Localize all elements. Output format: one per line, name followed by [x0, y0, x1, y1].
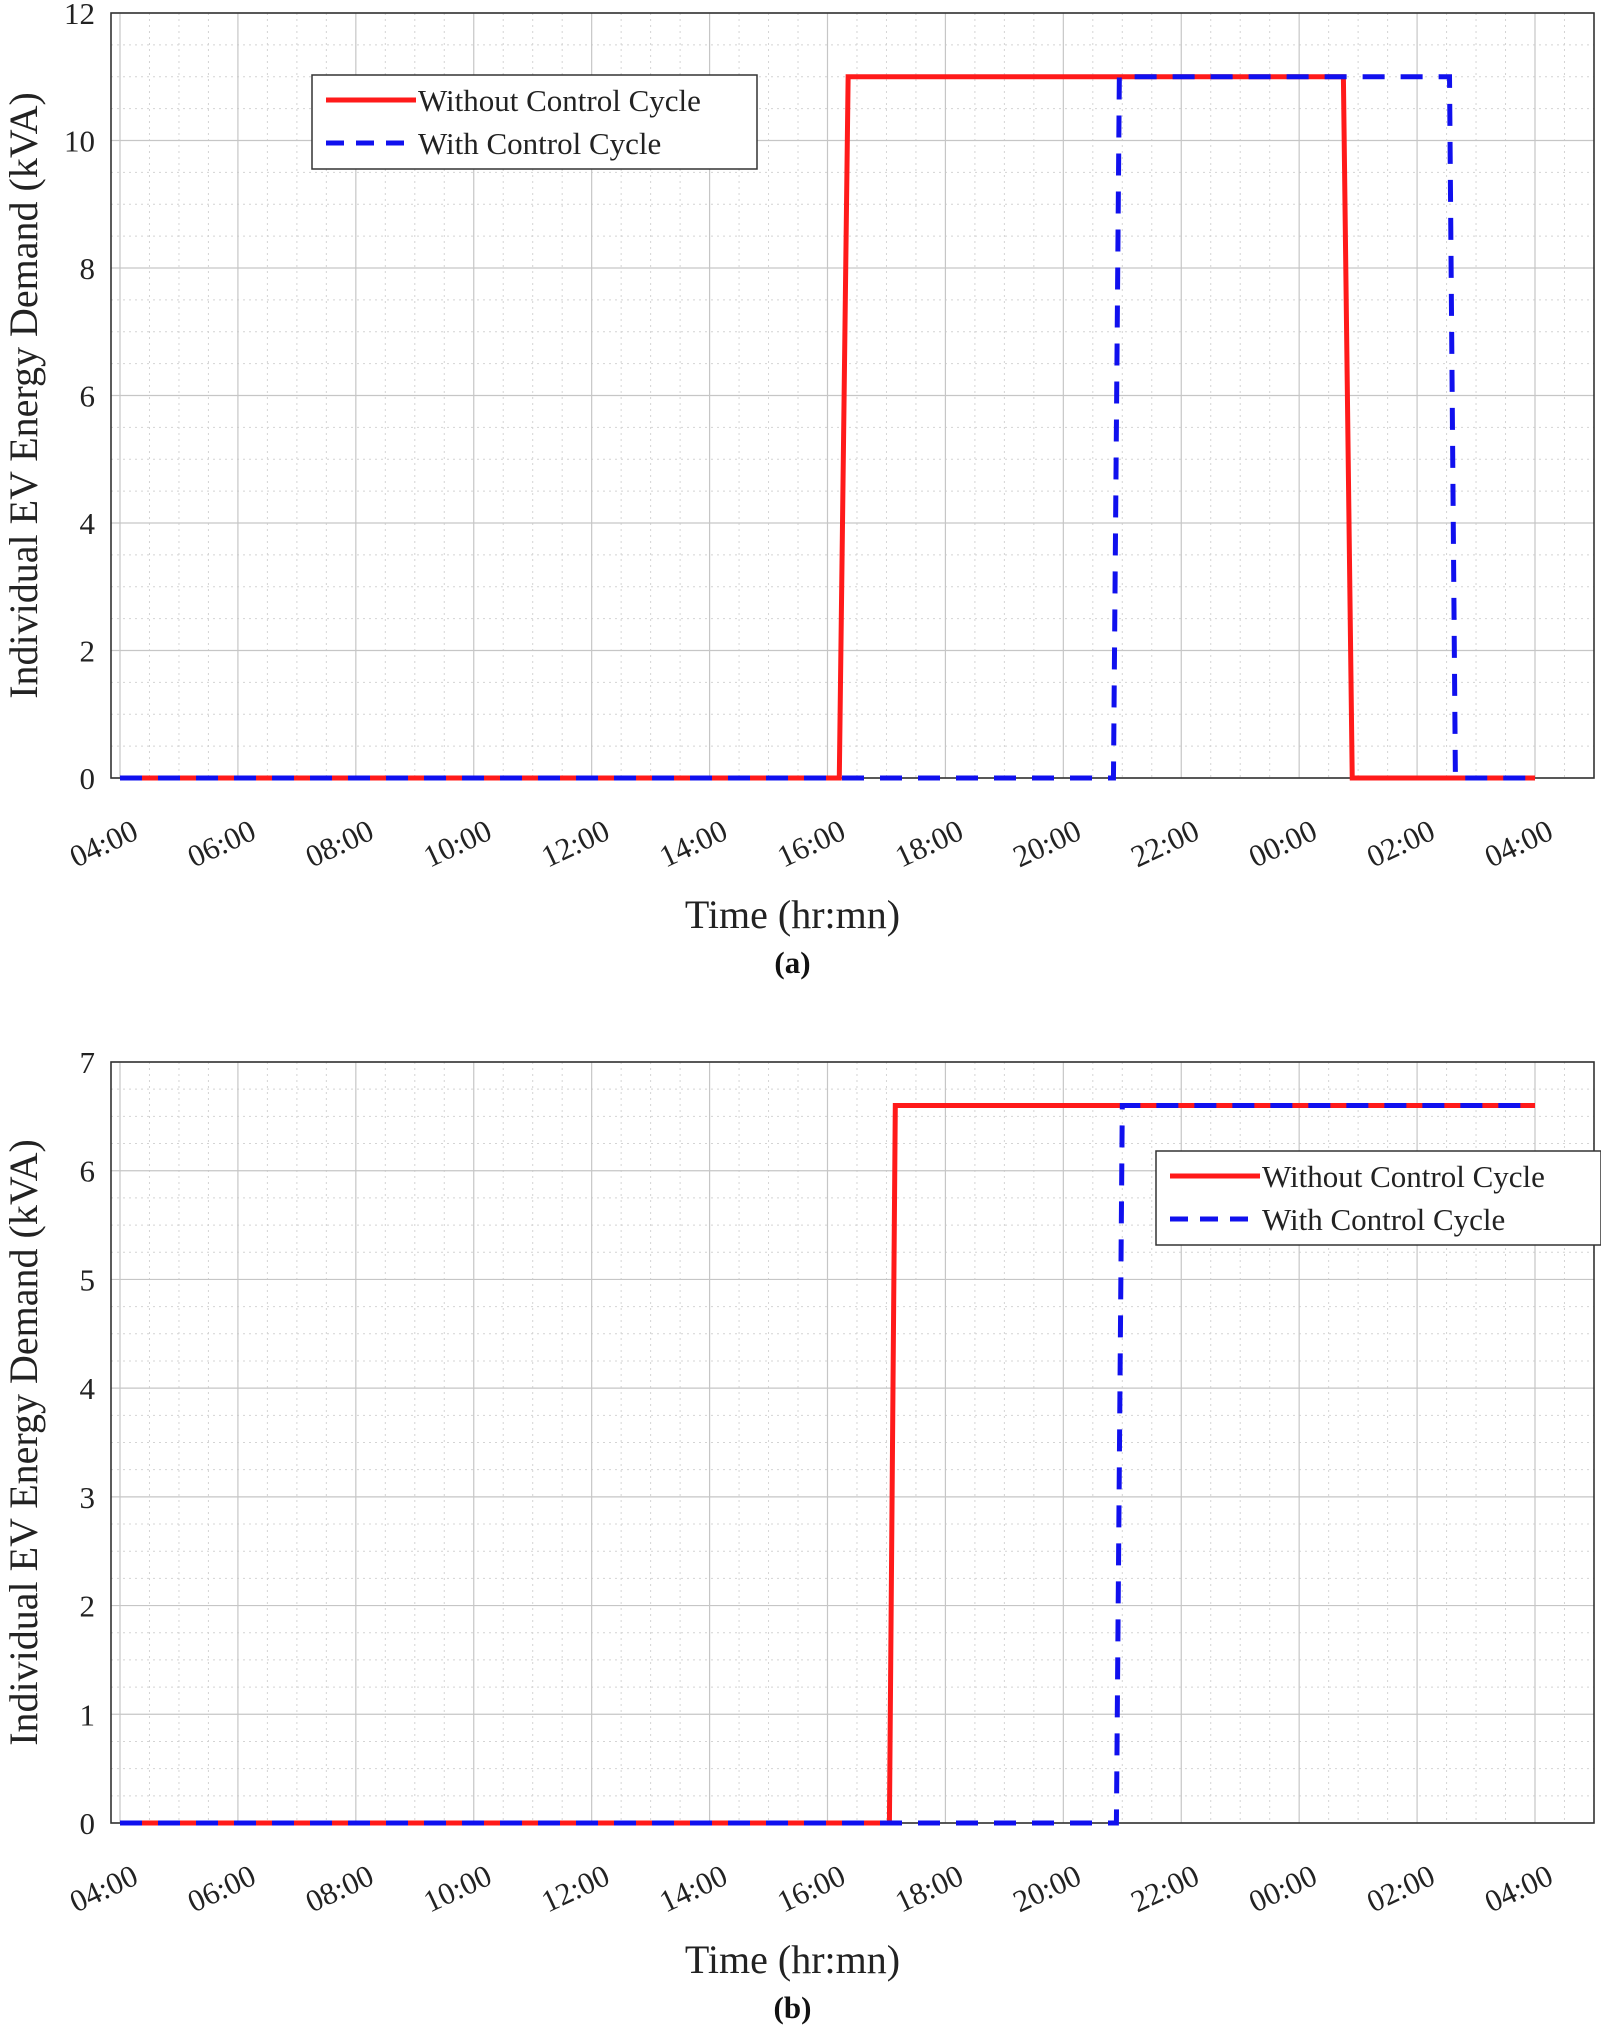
- x-tick-label: 20:00: [1007, 813, 1086, 875]
- y-tick-label: 2: [80, 1589, 96, 1624]
- y-tick-label: 6: [80, 379, 96, 414]
- y-tick-label: 8: [80, 251, 96, 286]
- y-axis-label: Individual EV Energy Demand (kVA): [1, 1139, 46, 1746]
- x-tick-label: 00:00: [1243, 1858, 1322, 1920]
- y-tick-label: 4: [80, 1371, 96, 1406]
- x-tick-label: 10:00: [418, 1858, 497, 1920]
- x-tick-labels: 04:00 06:00 08:00 10:00 12:00 14:00 16:00 18:00…: [64, 813, 1558, 875]
- y-tick-labels: 0 1 2 3 4 5 6 7: [80, 1045, 96, 1841]
- x-tick-label: 04:00: [1479, 813, 1558, 875]
- x-tick-label: 16:00: [772, 813, 851, 875]
- y-tick-label: 3: [80, 1480, 96, 1515]
- x-tick-label: 08:00: [300, 813, 379, 875]
- x-tick-label: 14:00: [654, 1858, 733, 1920]
- y-tick-label: 10: [64, 124, 95, 159]
- x-tick-label: 04:00: [64, 1858, 143, 1920]
- x-tick-label: 08:00: [300, 1858, 379, 1920]
- y-tick-label: 7: [80, 1045, 96, 1080]
- series-line-with-control: [120, 1102, 1535, 1826]
- y-tick-label: 12: [64, 0, 95, 31]
- y-tick-label: 2: [80, 634, 96, 669]
- legend: Without Control Cycle With Control Cycle: [311, 74, 758, 170]
- x-tick-label: 02:00: [1361, 813, 1440, 875]
- y-tick-label: 6: [80, 1154, 96, 1189]
- series-layer: [120, 74, 1535, 781]
- series-layer: [120, 1102, 1535, 1826]
- x-tick-label: 06:00: [182, 1858, 261, 1920]
- x-tick-label: 12:00: [536, 813, 615, 875]
- x-tick-label: 18:00: [890, 1858, 969, 1920]
- y-axis-label: Individual EV Energy Demand (kVA): [1, 92, 46, 699]
- x-tick-label: 22:00: [1125, 1858, 1204, 1920]
- y-tick-label: 1: [80, 1697, 96, 1732]
- y-tick-labels: 0 2 4 6 8 10 12: [64, 0, 96, 796]
- chart-caption: (a): [774, 945, 810, 980]
- legend-label-without-control: Without Control Cycle: [418, 83, 701, 118]
- x-tick-label: 18:00: [890, 813, 969, 875]
- y-tick-label: 0: [80, 761, 96, 796]
- x-tick-label: 10:00: [418, 813, 497, 875]
- y-tick-label: 0: [80, 1806, 96, 1841]
- legend-label-without-control: Without Control Cycle: [1262, 1159, 1545, 1194]
- legend: Without Control Cycle With Control Cycle: [1155, 1150, 1601, 1246]
- x-axis-label: Time (hr:mn): [685, 1937, 900, 1982]
- x-tick-label: 04:00: [1479, 1858, 1558, 1920]
- x-tick-label: 12:00: [536, 1858, 615, 1920]
- x-tick-label: 20:00: [1007, 1858, 1086, 1920]
- x-axis-label: Time (hr:mn): [685, 892, 900, 937]
- chart-b: 0 1 2 3 4 5 6 7 04:00 06:00 08:00 10:00 12:00 14:00 1…: [1, 1045, 1601, 2025]
- x-tick-label: 22:00: [1125, 813, 1204, 875]
- legend-label-with-control: With Control Cycle: [418, 126, 661, 161]
- x-tick-label: 06:00: [182, 813, 261, 875]
- x-tick-labels: 04:00 06:00 08:00 10:00 12:00 14:00 16:00 18:00…: [64, 1858, 1558, 1920]
- series-line-with-control: [120, 74, 1535, 781]
- y-tick-label: 5: [80, 1262, 96, 1297]
- x-tick-label: 04:00: [64, 813, 143, 875]
- x-tick-label: 14:00: [654, 813, 733, 875]
- x-tick-label: 16:00: [772, 1858, 851, 1920]
- chart-caption: (b): [774, 1990, 812, 2025]
- y-tick-label: 4: [80, 506, 96, 541]
- x-tick-label: 00:00: [1243, 813, 1322, 875]
- legend-box: [1155, 1150, 1601, 1246]
- x-tick-label: 02:00: [1361, 1858, 1440, 1920]
- series-line-without-control: [120, 74, 1535, 781]
- chart-a: 0 2 4 6 8 10 12 04:00 06:00 08:00 10:00 12:00 14:00…: [1, 0, 1595, 980]
- legend-label-with-control: With Control Cycle: [1262, 1202, 1505, 1237]
- legend-box: [311, 74, 758, 170]
